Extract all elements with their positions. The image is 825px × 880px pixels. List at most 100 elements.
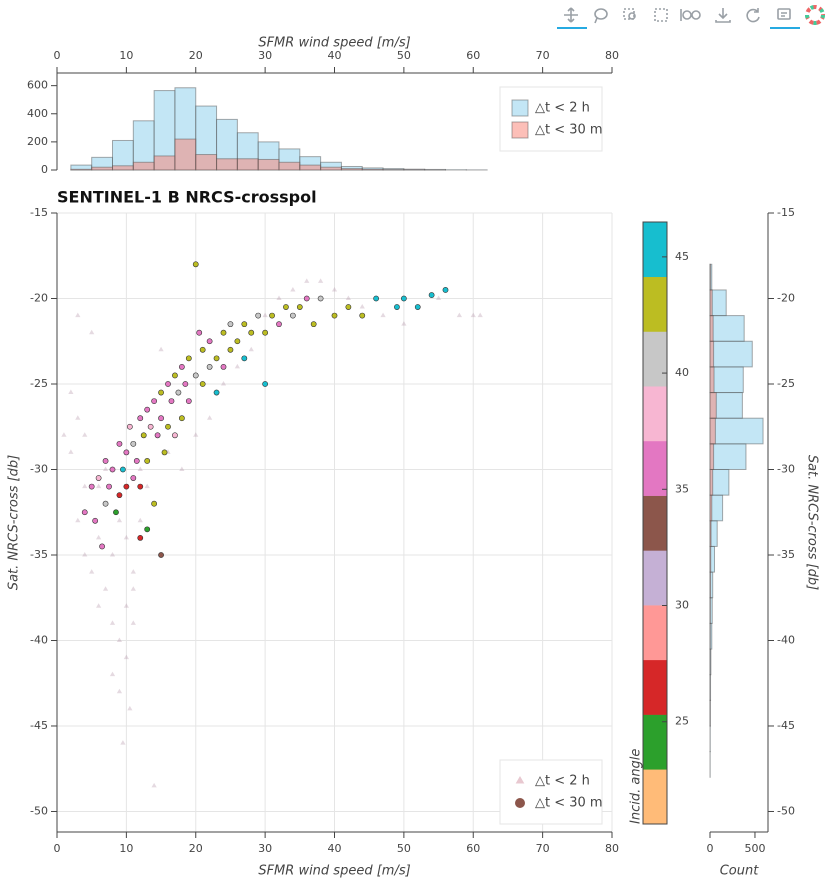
tick-label: 60 bbox=[466, 842, 480, 855]
tick-label: 0 bbox=[707, 842, 714, 855]
histogram-bar bbox=[195, 154, 218, 171]
scatter-point bbox=[178, 415, 185, 422]
colorbar-segment bbox=[643, 714, 667, 770]
scatter-point bbox=[144, 458, 151, 464]
colorbar-label: Incid. angle bbox=[629, 749, 644, 824]
scatter-point bbox=[137, 517, 143, 523]
scatter-point bbox=[178, 363, 185, 370]
scatter-point bbox=[81, 509, 88, 516]
histogram-bar bbox=[320, 166, 342, 171]
legend-swatch bbox=[511, 99, 529, 117]
legend-swatch bbox=[515, 798, 525, 808]
scatter-point bbox=[296, 304, 303, 310]
histogram-bar bbox=[709, 443, 715, 470]
histogram-bar bbox=[709, 366, 744, 394]
lasso-tool[interactable] bbox=[594, 8, 608, 24]
colorbar-segment bbox=[643, 331, 667, 387]
scatter-point bbox=[373, 295, 380, 302]
scatter-point bbox=[116, 688, 123, 694]
scatter-point bbox=[168, 398, 175, 404]
tick-label: -30 bbox=[30, 462, 48, 475]
y-axis-label: Sat. NRCS-cross [db] bbox=[7, 455, 22, 590]
scatter-point bbox=[179, 466, 185, 471]
scatter-point bbox=[95, 475, 102, 481]
zoom-buttons[interactable] bbox=[680, 9, 701, 21]
tick-label: -30 bbox=[777, 462, 795, 475]
scatter-point bbox=[206, 363, 213, 370]
scatter-point bbox=[120, 466, 126, 473]
histogram-bar bbox=[709, 443, 747, 470]
scatter-point bbox=[227, 321, 234, 328]
tick-label: 30 bbox=[258, 49, 272, 62]
scatter-point bbox=[82, 432, 88, 437]
pan-tool[interactable] bbox=[557, 7, 587, 29]
histogram-bar bbox=[709, 571, 712, 599]
histogram-bar bbox=[299, 164, 322, 171]
scatter-point bbox=[158, 346, 164, 352]
scatter-point bbox=[303, 295, 310, 302]
tick-label: -45 bbox=[777, 719, 795, 732]
colorbar-tick-label: 35 bbox=[675, 482, 689, 495]
scatter-point bbox=[144, 406, 151, 413]
histogram-bar bbox=[236, 158, 259, 171]
tick-label: -20 bbox=[777, 291, 795, 304]
tick-label: 80 bbox=[605, 842, 619, 855]
scatter-point bbox=[116, 517, 123, 523]
scatter-point bbox=[317, 295, 324, 302]
legend-swatch bbox=[511, 121, 529, 139]
colorbar-frame bbox=[642, 221, 668, 825]
tick-label: -50 bbox=[777, 804, 795, 817]
scatter-point bbox=[435, 295, 442, 300]
box-select-tool[interactable] bbox=[654, 8, 668, 22]
scatter-point bbox=[116, 440, 123, 447]
scatter-point bbox=[414, 304, 421, 310]
scatter-point bbox=[262, 312, 268, 318]
tick-label: 0 bbox=[54, 842, 61, 855]
histogram-bar bbox=[709, 392, 717, 419]
scatter-point bbox=[234, 363, 240, 369]
scatter-point bbox=[185, 398, 192, 404]
histogram-bar bbox=[174, 138, 197, 171]
colorbar-segment bbox=[643, 550, 667, 606]
scatter-point bbox=[123, 654, 129, 660]
legend-label: △t < 2 h bbox=[535, 774, 590, 789]
zoom-tool[interactable] bbox=[623, 8, 636, 20]
scatter-point bbox=[123, 534, 129, 540]
tick-label: 30 bbox=[258, 842, 272, 855]
save-tool[interactable] bbox=[715, 8, 731, 23]
scatter-point bbox=[331, 312, 338, 319]
legend-box bbox=[499, 86, 603, 152]
scatter-point bbox=[262, 381, 269, 387]
tick-label: -25 bbox=[777, 377, 795, 390]
scatter-point bbox=[193, 432, 199, 437]
scatter-point bbox=[109, 551, 116, 557]
scatter-point bbox=[206, 338, 213, 345]
histogram-bar bbox=[216, 158, 238, 171]
scatter-point bbox=[113, 509, 119, 516]
legend-label: △t < 2 h bbox=[535, 101, 590, 116]
reset-tool[interactable] bbox=[746, 8, 760, 23]
scatter-point bbox=[116, 492, 123, 499]
scatter-point bbox=[234, 338, 241, 345]
scatter-point bbox=[82, 483, 88, 489]
scatter-point bbox=[89, 329, 95, 335]
colorbar-segment bbox=[643, 440, 667, 496]
scatter-point bbox=[304, 278, 310, 283]
tick-label: -45 bbox=[30, 719, 48, 732]
scatter-point bbox=[199, 346, 206, 353]
tick-label: 80 bbox=[605, 49, 619, 62]
tick-label: -15 bbox=[30, 206, 48, 219]
scatter-point bbox=[151, 500, 158, 507]
histogram-bar bbox=[709, 315, 745, 342]
scatter-point bbox=[123, 603, 129, 608]
scatter-point bbox=[99, 543, 105, 550]
tick-label: 50 bbox=[397, 49, 411, 62]
legend-swatch bbox=[515, 776, 525, 784]
scatter-point bbox=[400, 295, 407, 302]
scatter-point bbox=[147, 423, 154, 430]
logo[interactable] bbox=[805, 5, 825, 25]
hover-tool[interactable] bbox=[770, 8, 800, 29]
scatter-point bbox=[345, 304, 352, 310]
histogram-bar bbox=[709, 468, 714, 496]
tick-label: 400 bbox=[27, 107, 48, 120]
